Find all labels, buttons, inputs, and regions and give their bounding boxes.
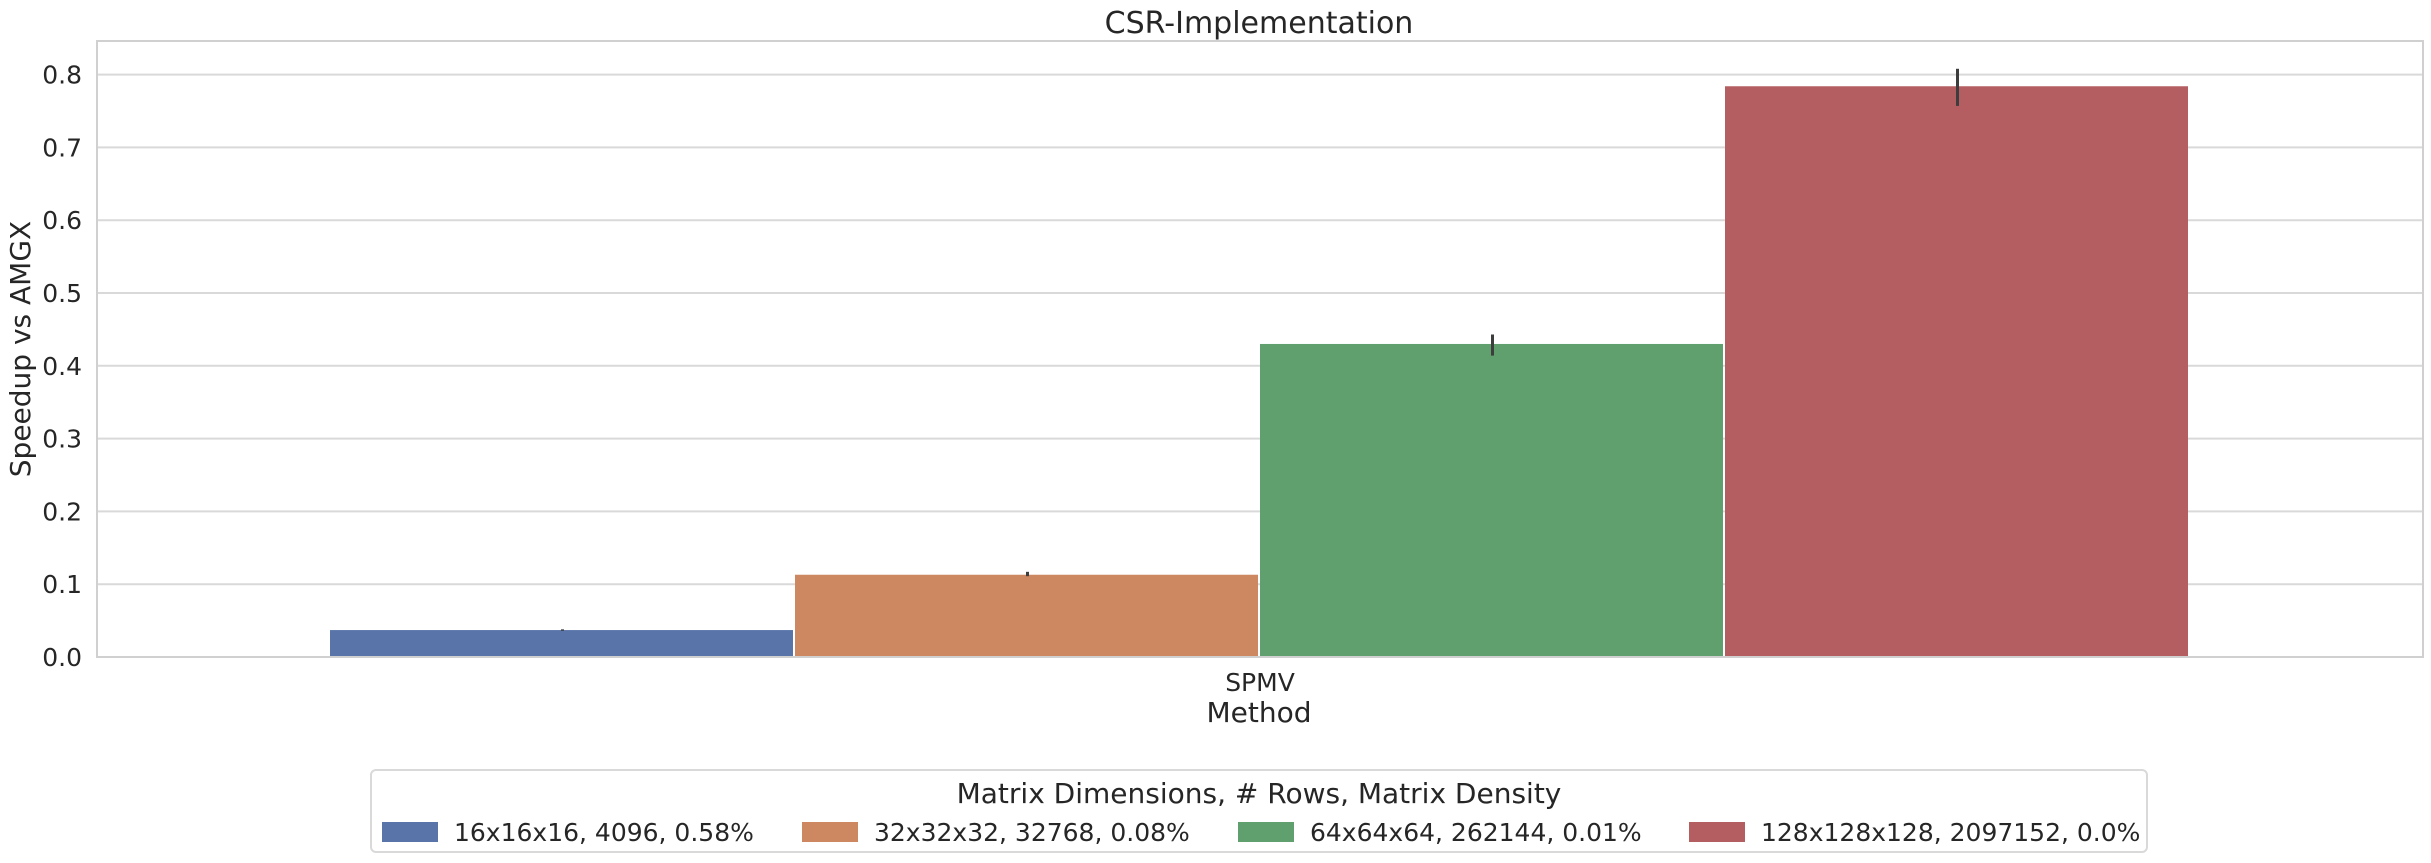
y-axis-label: Speedup vs AMGX bbox=[4, 221, 37, 477]
bar-series-4 bbox=[1725, 86, 2188, 658]
x-axis-label: Method bbox=[1206, 696, 1311, 729]
x-tick-label: SPMV bbox=[1225, 668, 1295, 697]
y-tick-label: 0.3 bbox=[42, 425, 82, 454]
legend-label: 32x32x32, 32768, 0.08% bbox=[874, 817, 1190, 847]
legend-label: 16x16x16, 4096, 0.58% bbox=[454, 817, 754, 847]
y-tick-label: 0.1 bbox=[42, 570, 82, 599]
legend-item-2: 32x32x32, 32768, 0.08% bbox=[802, 817, 1190, 847]
chart-title: CSR-Implementation bbox=[1105, 6, 1414, 41]
y-tick-label: 0.5 bbox=[42, 279, 82, 308]
bars bbox=[330, 86, 2188, 658]
error-bars bbox=[561, 68, 1959, 631]
y-tick-label: 0.2 bbox=[42, 497, 82, 526]
bar-series-3 bbox=[1260, 343, 1723, 657]
legend-label: 128x128x128, 2097152, 0.0% bbox=[1761, 817, 2141, 847]
legend-swatch bbox=[802, 822, 858, 842]
bar-chart: CSR-Implementation 0.0 0.1 0.2 0.3 0.4 0.5 0.6… bbox=[4, 6, 2424, 729]
legend: Matrix Dimensions, # Rows, Matrix Densit… bbox=[370, 769, 2148, 853]
bar-series-2 bbox=[795, 574, 1258, 657]
bar-series-1 bbox=[330, 630, 793, 657]
legend-swatch bbox=[1238, 822, 1294, 842]
legend-title: Matrix Dimensions, # Rows, Matrix Densit… bbox=[956, 777, 1562, 810]
y-tick-label: 0.7 bbox=[42, 133, 82, 162]
y-tick-label: 0.4 bbox=[42, 352, 82, 381]
x-tick-labels: SPMV bbox=[1225, 668, 1295, 697]
plot-frame bbox=[96, 40, 2424, 658]
y-tick-label: 0.6 bbox=[42, 206, 82, 235]
legend-label: 64x64x64, 262144, 0.01% bbox=[1310, 817, 1642, 847]
legend-swatch bbox=[1689, 822, 1745, 842]
legend-item-4: 128x128x128, 2097152, 0.0% bbox=[1689, 817, 2140, 847]
y-tick-label: 0.8 bbox=[42, 61, 82, 90]
legend-swatch bbox=[382, 822, 438, 842]
legend-items: 16x16x16, 4096, 0.58% 32x32x32, 32768, 0.… bbox=[382, 817, 2142, 847]
legend-item-3: 64x64x64, 262144, 0.01% bbox=[1238, 817, 1642, 847]
y-tick-labels: 0.0 0.1 0.2 0.3 0.4 0.5 0.6 0.7 0.8 bbox=[42, 61, 82, 672]
y-tick-label: 0.0 bbox=[42, 643, 82, 672]
legend-item-1: 16x16x16, 4096, 0.58% bbox=[382, 817, 754, 847]
